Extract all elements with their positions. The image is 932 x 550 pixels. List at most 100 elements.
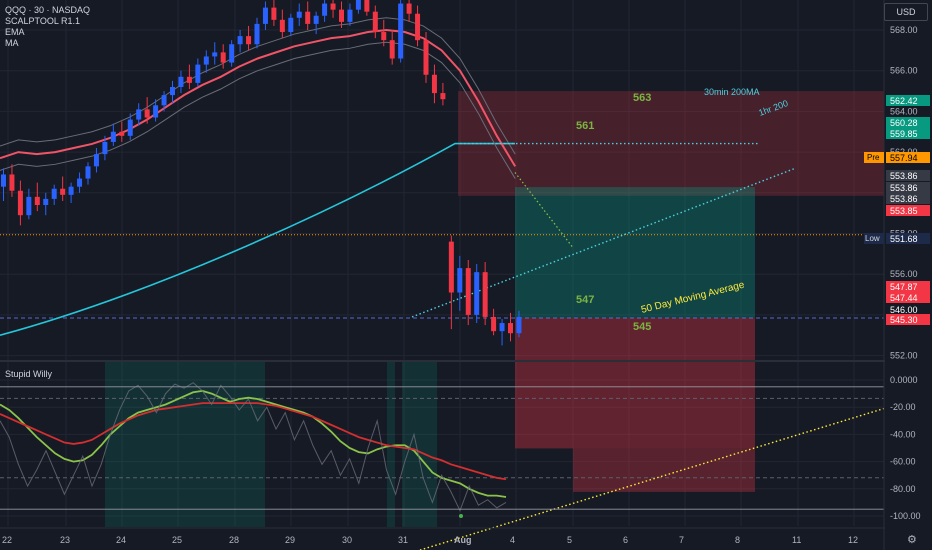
time-tick-label: 22: [2, 535, 12, 545]
indicator-scalptool[interactable]: SCALPTOOL R1.1: [5, 16, 81, 26]
oscillator-fast-line: [0, 389, 507, 498]
time-tick-label: 30: [342, 535, 352, 545]
candle-body: [296, 11, 302, 18]
price-label-bg: [886, 182, 930, 193]
time-tick-label: 12: [848, 535, 858, 545]
candle-body: [127, 119, 133, 136]
low-tag-bg: [864, 233, 884, 244]
candle-body: [34, 196, 40, 206]
corner-bg: [885, 530, 932, 550]
candle-body: [288, 17, 294, 33]
candle-body: [279, 19, 285, 33]
symbol-label[interactable]: QQQ · 30 · NASDAQ: [5, 5, 91, 15]
price-label: 553.86: [890, 183, 918, 193]
price-label: 545.30: [890, 315, 918, 325]
stop-zone: [458, 91, 884, 196]
oscillator-raw-line: [0, 382, 507, 512]
ema-upper-band: [0, 17, 516, 155]
candle-body: [262, 7, 268, 24]
candle-body: [68, 186, 74, 195]
osc-tick-label: -40.00: [890, 429, 916, 439]
oscillator-zone: [387, 360, 395, 527]
candle-body: [431, 74, 437, 94]
candle-body: [271, 7, 277, 20]
annotation-547: 547: [576, 294, 594, 306]
osc-tick-label: -60.00: [890, 457, 916, 467]
candle-body: [144, 109, 150, 118]
candle-body: [17, 190, 23, 216]
price-label: 559.85: [890, 129, 918, 139]
candle-body: [178, 76, 184, 87]
low-tag: Low: [865, 234, 880, 243]
candle-body: [305, 11, 311, 24]
stop-zone: [515, 317, 755, 449]
price-tick-label: 568.00: [890, 25, 918, 35]
price-label-bg: [886, 170, 930, 181]
ema-line: [0, 28, 517, 167]
candle-body: [110, 131, 116, 142]
candle-body: [9, 174, 15, 191]
candle-body: [119, 131, 125, 136]
price-label: 551.68: [890, 234, 918, 244]
candle-body: [186, 76, 192, 83]
candle-body: [508, 323, 513, 334]
candle-body: [254, 23, 260, 45]
candle-body: [381, 32, 387, 41]
candle-body: [1, 174, 6, 187]
candle-body: [330, 3, 336, 10]
candle-body: [153, 105, 159, 118]
candle-body: [482, 272, 488, 317]
indicator-ema[interactable]: EMA: [5, 27, 25, 37]
candle-body: [203, 56, 209, 65]
price-label-bg: [886, 152, 930, 163]
candle-body: [170, 86, 175, 96]
time-tick-label: 31: [398, 535, 408, 545]
candle-body: [355, 0, 361, 10]
candle-body: [322, 3, 328, 16]
indicator-ma[interactable]: MA: [5, 38, 19, 48]
price-label: 562.42: [890, 96, 918, 106]
oscillator-title[interactable]: Stupid Willy: [5, 369, 53, 379]
annotation-561: 561: [576, 120, 594, 132]
time-tick-label: 7: [679, 535, 684, 545]
candle-body: [26, 196, 32, 216]
candle-body: [372, 11, 378, 33]
time-tick-label: 29: [285, 535, 295, 545]
pre-tag: Pre: [867, 153, 880, 162]
candle-body: [77, 178, 83, 187]
price-label: 547.87: [890, 282, 918, 292]
candle-body: [465, 268, 471, 315]
time-tick-label: 4: [510, 535, 515, 545]
oscillator-zone: [105, 360, 265, 527]
time-tick-label: 6: [623, 535, 628, 545]
price-label-bg: [886, 205, 930, 216]
candle-body: [491, 316, 497, 332]
osc-tick-label: -20.00: [890, 402, 916, 412]
time-tick-label: 24: [116, 535, 126, 545]
time-tick-label: 25: [172, 535, 182, 545]
candle-body: [43, 198, 49, 206]
price-label-bg: [886, 292, 930, 303]
candle-body: [398, 3, 404, 59]
price-label-bg: [886, 304, 930, 315]
price-label-bg: [886, 117, 930, 128]
candle-body: [499, 323, 505, 332]
price-label-bg: [886, 128, 930, 139]
price-label-bg: [886, 281, 930, 292]
time-tick-label: 28: [229, 535, 239, 545]
candle-body: [60, 188, 66, 195]
candle-body: [423, 40, 429, 75]
candle-body: [347, 9, 353, 22]
price-label: 560.28: [890, 118, 918, 128]
price-label: 553.86: [890, 194, 918, 204]
candle-body: [389, 40, 395, 59]
candle-body: [51, 188, 57, 199]
price-axis-bg: [885, 0, 932, 550]
osc-tick-label: -100.00: [890, 511, 921, 521]
target-zone: [515, 187, 755, 318]
pre-tag-bg: [864, 152, 884, 163]
currency-button[interactable]: USD: [884, 3, 928, 21]
price-label: 557.94: [890, 153, 918, 163]
